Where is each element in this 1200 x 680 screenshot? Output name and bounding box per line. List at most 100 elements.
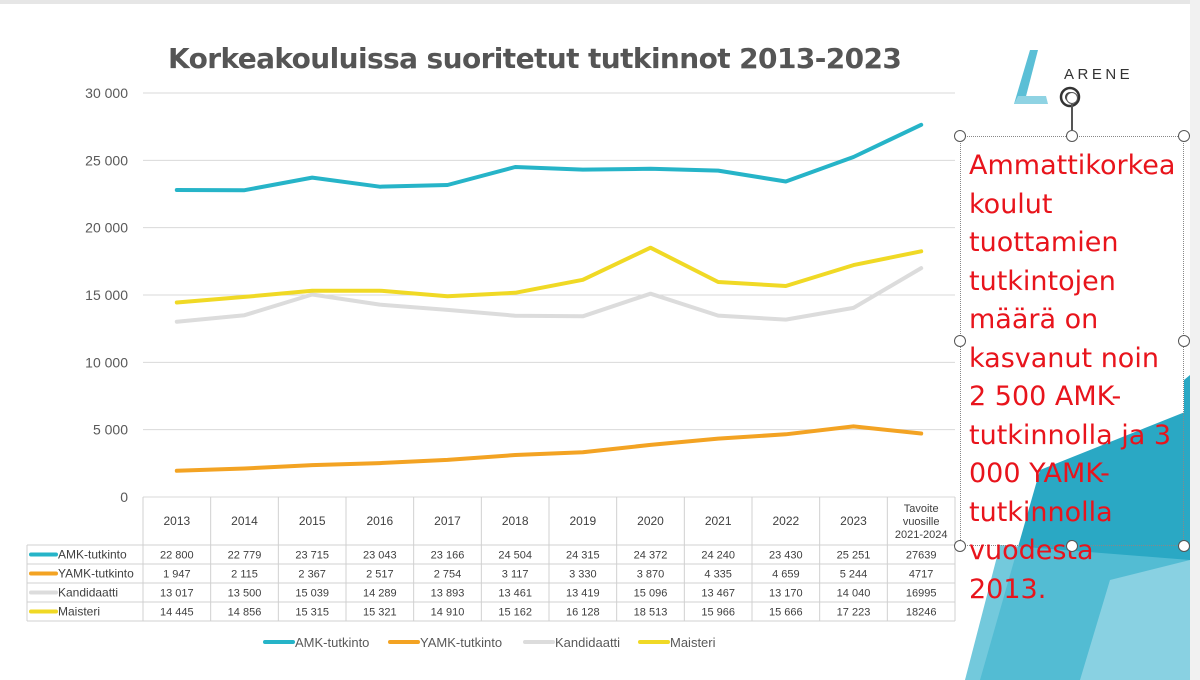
y-tick-label: 20 000 bbox=[85, 220, 128, 236]
data-point bbox=[582, 451, 584, 453]
resize-handle-top-right[interactable] bbox=[1178, 130, 1190, 142]
resize-handle-top-center[interactable] bbox=[1066, 130, 1078, 142]
data-point bbox=[920, 124, 922, 126]
chart-title: Korkeakouluissa suoritetut tutkinnot 201… bbox=[168, 42, 902, 75]
legend: AMK-tutkinto YAMK-tutkinto Kandidaatti Mais… bbox=[263, 635, 716, 650]
data-point bbox=[447, 459, 448, 461]
data-point bbox=[650, 247, 651, 249]
data-label: 15 039 bbox=[295, 588, 329, 600]
category-label: 2015 bbox=[299, 514, 326, 528]
data-label: 14 040 bbox=[837, 588, 871, 600]
data-table: 2013 2014 2015 2016 2017 2018 2019 2020 2021 2022… bbox=[26, 497, 956, 622]
data-point bbox=[853, 425, 854, 427]
data-point bbox=[447, 309, 448, 311]
category-label: 2021 bbox=[705, 514, 732, 528]
resize-handle-bottom-left[interactable] bbox=[954, 540, 966, 552]
deco-shape-side bbox=[1184, 375, 1190, 435]
y-tick-label: 5 000 bbox=[93, 422, 128, 438]
data-point bbox=[717, 170, 719, 172]
data-label: 13 500 bbox=[228, 588, 262, 600]
category-label: vuosille bbox=[903, 516, 940, 528]
data-label: 5 244 bbox=[840, 569, 868, 581]
category-label: 2020 bbox=[637, 514, 664, 528]
data-label: 3 330 bbox=[569, 569, 597, 581]
legend-label: Kandidaatti bbox=[555, 635, 620, 650]
data-point bbox=[379, 290, 381, 292]
data-point bbox=[853, 264, 854, 266]
data-label: 23 166 bbox=[431, 550, 465, 562]
data-point bbox=[244, 189, 245, 191]
annotation-textbox[interactable]: Ammattikorkea koulut tuottamien tutkinto… bbox=[960, 136, 1184, 605]
category-label: 2022 bbox=[772, 514, 799, 528]
data-point bbox=[379, 186, 381, 188]
data-point bbox=[785, 285, 787, 287]
data-label: 18 513 bbox=[634, 607, 668, 619]
resize-handle-bottom-right[interactable] bbox=[1178, 540, 1190, 552]
data-label: 3 870 bbox=[637, 569, 665, 581]
data-label: 24 372 bbox=[634, 550, 668, 562]
rotate-handle[interactable] bbox=[1066, 92, 1078, 104]
data-point bbox=[785, 181, 787, 182]
data-point bbox=[582, 315, 584, 317]
slide-right-strip bbox=[1190, 0, 1200, 680]
legend-label: AMK-tutkinto bbox=[295, 635, 369, 650]
y-tick-label: 30 000 bbox=[85, 85, 128, 101]
data-label: 2 367 bbox=[298, 569, 326, 581]
data-label: 13 461 bbox=[498, 588, 532, 600]
data-point bbox=[853, 307, 854, 309]
category-label: 2023 bbox=[840, 514, 867, 528]
data-label: 15 315 bbox=[295, 607, 329, 619]
rotate-handle-stem bbox=[1071, 104, 1073, 130]
table-series-name: AMK-tutkinto bbox=[58, 548, 127, 562]
data-label: 15 321 bbox=[363, 607, 397, 619]
category-label: 2014 bbox=[231, 514, 258, 528]
data-label: 16 128 bbox=[566, 607, 600, 619]
data-point bbox=[717, 281, 719, 283]
data-label: 2 115 bbox=[231, 569, 258, 581]
data-label: 13 170 bbox=[769, 588, 803, 600]
data-label: 14 910 bbox=[431, 607, 465, 619]
y-tick-label: 10 000 bbox=[85, 354, 128, 370]
data-label: 14 289 bbox=[363, 588, 397, 600]
table-series-name: Kandidaatti bbox=[58, 586, 118, 600]
data-label: 24 504 bbox=[498, 550, 532, 562]
category-label: 2016 bbox=[366, 514, 393, 528]
data-point bbox=[785, 433, 787, 435]
resize-handle-top-left[interactable] bbox=[954, 130, 966, 142]
data-point bbox=[379, 304, 381, 306]
data-label: 14 445 bbox=[160, 607, 194, 619]
series-lines bbox=[174, 122, 924, 473]
annotation-text: Ammattikorkea koulut tuottamien tutkinto… bbox=[969, 150, 1176, 605]
data-label: 13 467 bbox=[701, 588, 735, 600]
data-label: 2 517 bbox=[366, 569, 394, 581]
data-label: 22 779 bbox=[228, 550, 262, 562]
data-label: 22 800 bbox=[160, 550, 194, 562]
data-point bbox=[447, 295, 448, 297]
data-label: 2 754 bbox=[434, 569, 462, 581]
data-point bbox=[920, 433, 922, 434]
resize-handle-middle-left[interactable] bbox=[954, 335, 966, 347]
data-point bbox=[311, 177, 313, 179]
data-point bbox=[650, 444, 651, 446]
data-point bbox=[514, 292, 516, 294]
data-label: 4 659 bbox=[772, 569, 800, 581]
data-label: 24 315 bbox=[566, 550, 600, 562]
category-label: Tavoite bbox=[904, 503, 939, 515]
data-point bbox=[311, 294, 313, 295]
data-point bbox=[176, 321, 178, 323]
resize-handle-middle-right[interactable] bbox=[1178, 335, 1190, 347]
data-label: 18246 bbox=[906, 607, 937, 619]
data-point bbox=[176, 470, 178, 472]
data-label: 17 223 bbox=[837, 607, 871, 619]
data-point bbox=[176, 189, 178, 191]
data-label: 23 715 bbox=[295, 550, 329, 562]
resize-handle-bottom-center[interactable] bbox=[1066, 540, 1078, 552]
deco-shape-pale bbox=[1080, 560, 1190, 680]
data-label: 27639 bbox=[906, 550, 937, 562]
data-point bbox=[176, 302, 178, 303]
data-label: 13 017 bbox=[160, 588, 194, 600]
series-line-kandidaatti bbox=[174, 266, 924, 324]
data-point bbox=[920, 267, 922, 269]
